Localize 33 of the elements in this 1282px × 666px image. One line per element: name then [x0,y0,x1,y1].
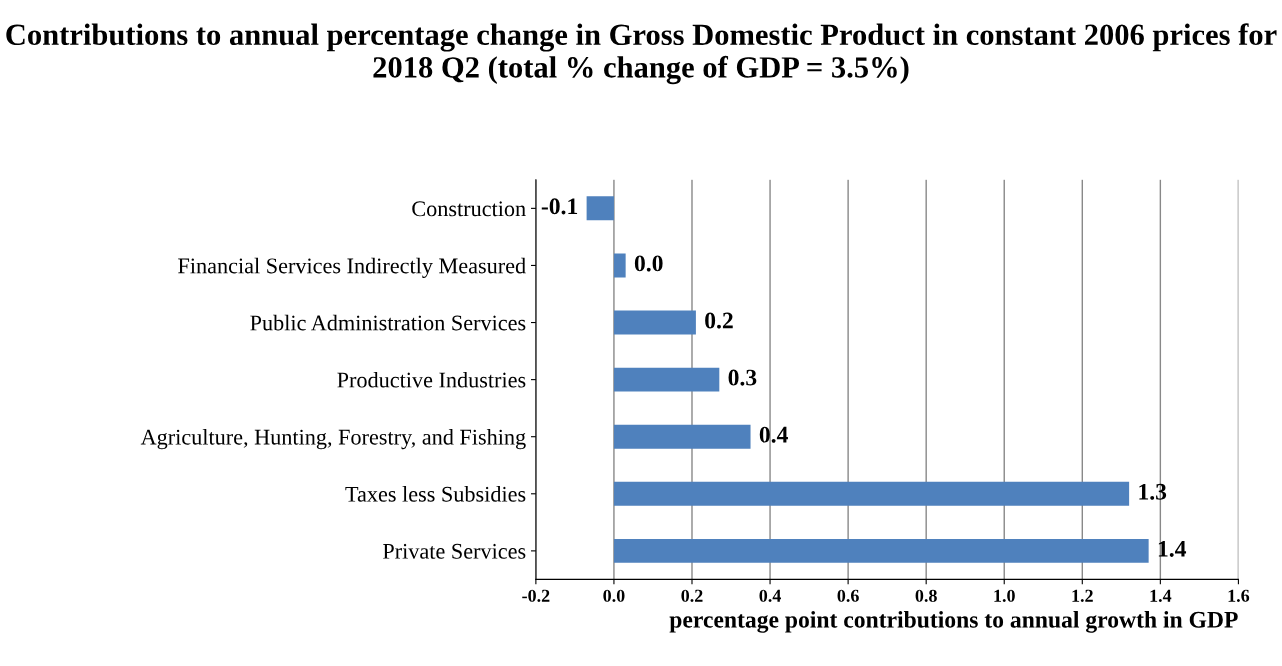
x-tick-label: 1.4 [1150,589,1172,602]
y-tick-label: Taxes less Subsidies [345,486,526,502]
y-tick-label: Productive Industries [337,371,526,388]
bar [613,367,720,392]
x-tick-label: 1.6 [1228,589,1250,602]
data-label: 0.3 [728,369,757,386]
y-tick-label: Agriculture, Hunting, Forestry, and Fishing [140,429,526,450]
bar [613,310,696,335]
y-tick-label: Public Administration Services [250,314,526,331]
x-tick-label: -0.2 [522,589,550,602]
data-label: 0.4 [759,426,788,443]
bar [586,196,614,221]
data-label: 1.4 [1158,540,1187,557]
data-label: 1.3 [1139,483,1167,500]
bar [613,253,626,278]
bar [613,481,1130,506]
bar [613,538,1149,563]
x-tick-label: 0.8 [915,589,937,602]
x-axis-title: percentage point contributions to annual growth in GDP [669,611,1238,633]
x-tick-label: 1.0 [994,589,1015,602]
y-tick-label: Construction [412,201,526,217]
chart-title: Contributions to annual percentage change in Gross Domestic Product in constant 2006 prices for 2018 Q2 (total % change of GDP = 3.5%) [6,23,1277,85]
y-tick-label: Financial Services Indirectly Measured [178,257,526,278]
x-tick-label: 1.2 [1072,589,1093,602]
y-tick-label: Private Services [383,543,526,559]
x-tick-label: 0.0 [603,589,625,602]
x-tick-label: 0.6 [837,589,859,602]
data-label: 0.2 [705,312,733,329]
x-tick-label: 0.2 [681,589,703,602]
data-label: -0.1 [541,198,578,215]
data-label: 0.0 [634,255,663,272]
bar [613,424,751,449]
x-tick-label: 0.4 [759,589,781,602]
